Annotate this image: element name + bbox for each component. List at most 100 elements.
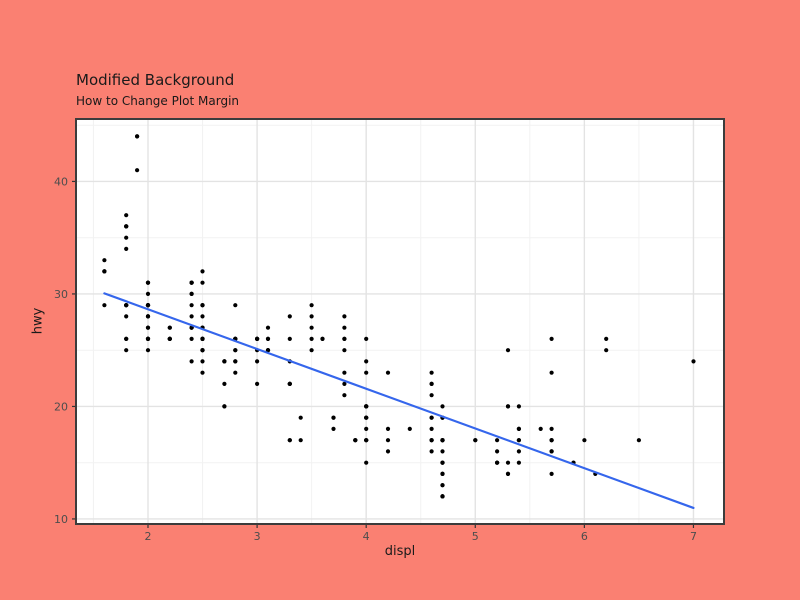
x-axis-title: displ bbox=[384, 544, 416, 559]
data-point bbox=[189, 359, 194, 364]
data-point bbox=[222, 359, 227, 364]
data-point bbox=[516, 438, 522, 443]
x-tick-label: 2 bbox=[145, 530, 152, 543]
data-point bbox=[429, 381, 434, 386]
data-point bbox=[189, 291, 194, 296]
data-point bbox=[495, 438, 500, 443]
data-point bbox=[200, 359, 205, 364]
data-point bbox=[287, 381, 292, 386]
data-point bbox=[582, 438, 587, 443]
data-point bbox=[233, 359, 238, 364]
data-point bbox=[309, 314, 314, 319]
data-point bbox=[124, 246, 129, 251]
plot-subtitle: How to Change Plot Margin bbox=[76, 94, 240, 108]
data-point bbox=[167, 336, 172, 341]
data-point bbox=[429, 438, 434, 443]
data-point bbox=[265, 336, 271, 341]
data-point bbox=[287, 314, 292, 319]
data-point bbox=[298, 438, 303, 443]
x-tick-label: 5 bbox=[472, 530, 479, 543]
data-point bbox=[516, 460, 522, 465]
data-point bbox=[440, 460, 445, 465]
data-point bbox=[342, 336, 347, 341]
data-point bbox=[255, 381, 260, 386]
data-point bbox=[167, 325, 172, 330]
data-point bbox=[516, 426, 522, 431]
data-point bbox=[233, 303, 238, 308]
data-point bbox=[222, 404, 227, 409]
data-point bbox=[505, 404, 511, 409]
data-point bbox=[331, 415, 336, 420]
data-point bbox=[440, 404, 445, 409]
data-point bbox=[495, 449, 500, 454]
data-point bbox=[200, 269, 205, 274]
data-point bbox=[429, 370, 434, 375]
data-point bbox=[691, 359, 696, 364]
plot-title: Modified Background bbox=[76, 71, 235, 89]
data-point bbox=[342, 314, 347, 319]
data-point bbox=[440, 471, 445, 476]
data-point bbox=[440, 494, 445, 499]
x-tick-label: 6 bbox=[581, 530, 588, 543]
data-point bbox=[255, 336, 260, 341]
data-point bbox=[200, 303, 205, 308]
data-point bbox=[407, 426, 412, 431]
data-point bbox=[342, 393, 347, 398]
plot-panel bbox=[76, 119, 724, 524]
data-point bbox=[516, 404, 522, 409]
data-point bbox=[429, 415, 434, 420]
data-point bbox=[364, 460, 369, 465]
data-point bbox=[145, 314, 151, 319]
data-point bbox=[309, 348, 314, 353]
y-tick-label: 30 bbox=[54, 288, 68, 301]
data-point bbox=[200, 336, 205, 341]
data-point bbox=[145, 325, 151, 330]
data-point bbox=[364, 404, 369, 409]
data-point bbox=[124, 224, 129, 229]
data-point bbox=[145, 303, 151, 308]
data-point bbox=[145, 280, 151, 285]
data-point bbox=[189, 336, 194, 341]
data-point bbox=[309, 336, 314, 341]
data-point bbox=[440, 483, 445, 488]
data-point bbox=[440, 438, 445, 443]
data-point bbox=[385, 449, 391, 454]
data-point bbox=[505, 471, 511, 476]
data-point bbox=[298, 415, 303, 420]
data-point bbox=[342, 381, 347, 386]
data-point bbox=[189, 303, 194, 308]
data-point bbox=[342, 348, 347, 353]
data-point bbox=[364, 426, 369, 431]
data-point bbox=[145, 291, 151, 296]
data-point bbox=[200, 280, 205, 285]
data-point bbox=[189, 280, 194, 285]
x-tick-label: 4 bbox=[363, 530, 370, 543]
data-point bbox=[385, 426, 391, 431]
data-point bbox=[124, 336, 129, 341]
data-point bbox=[364, 359, 369, 364]
data-point bbox=[549, 336, 554, 341]
data-point bbox=[429, 426, 434, 431]
data-point bbox=[385, 438, 391, 443]
data-point bbox=[287, 336, 292, 341]
data-point bbox=[604, 348, 609, 353]
x-tick-label: 3 bbox=[254, 530, 261, 543]
data-point bbox=[145, 348, 151, 353]
y-axis-title: hwy bbox=[30, 307, 46, 335]
data-point bbox=[473, 438, 478, 443]
data-point bbox=[549, 471, 554, 476]
data-point bbox=[342, 325, 347, 330]
data-point bbox=[287, 438, 292, 443]
data-point bbox=[309, 303, 314, 308]
y-tick-label: 10 bbox=[54, 513, 68, 526]
data-point bbox=[124, 314, 129, 319]
data-point bbox=[516, 449, 522, 454]
data-point bbox=[102, 269, 107, 274]
data-point bbox=[353, 438, 358, 443]
data-point bbox=[200, 370, 205, 375]
y-tick-label: 40 bbox=[54, 175, 68, 188]
data-point bbox=[265, 348, 271, 353]
data-point bbox=[255, 359, 260, 364]
data-point bbox=[331, 426, 336, 431]
